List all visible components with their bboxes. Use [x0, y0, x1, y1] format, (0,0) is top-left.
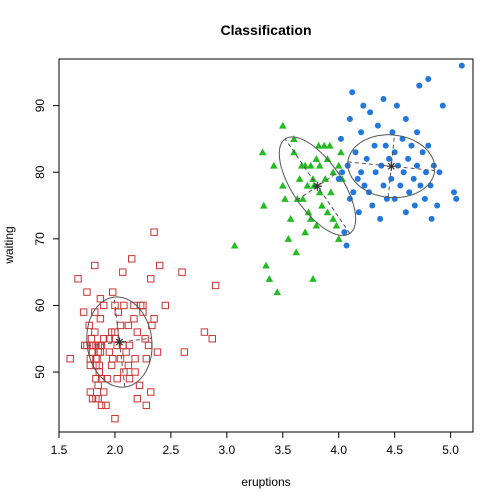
- data-point-circle: [427, 183, 433, 189]
- data-point-circle: [403, 116, 409, 122]
- x-tick-label: 4.0: [330, 443, 347, 457]
- data-point-circle: [414, 163, 420, 169]
- x-tick-label: 3.5: [274, 443, 291, 457]
- data-point-circle: [380, 183, 386, 189]
- data-point-circle: [350, 189, 356, 195]
- data-point-circle: [425, 143, 431, 149]
- y-tick-label: 90: [33, 99, 47, 113]
- data-point-circle: [417, 183, 423, 189]
- data-point-circle: [372, 143, 378, 149]
- data-point-circle: [369, 203, 375, 209]
- data-point-circle: [434, 203, 440, 209]
- data-point-circle: [356, 209, 362, 215]
- data-point-circle: [344, 243, 350, 249]
- data-point-circle: [380, 96, 386, 102]
- data-point-circle: [403, 209, 409, 215]
- data-point-circle: [436, 169, 442, 175]
- data-point-circle: [401, 169, 407, 175]
- data-point-circle: [367, 109, 373, 115]
- data-point-circle: [459, 63, 465, 69]
- data-point-circle: [347, 116, 353, 122]
- data-point-circle: [375, 123, 381, 129]
- data-point-circle: [416, 83, 422, 89]
- data-point-circle: [383, 143, 389, 149]
- x-tick-label: 2.0: [107, 443, 124, 457]
- x-tick-label: 5.0: [442, 443, 459, 457]
- y-tick-label: 50: [33, 365, 47, 379]
- data-point-circle: [386, 156, 392, 162]
- data-point-circle: [395, 163, 401, 169]
- data-point-circle: [425, 76, 431, 82]
- data-point-circle: [392, 196, 398, 202]
- data-point-circle: [339, 169, 345, 175]
- data-point-circle: [358, 129, 364, 135]
- data-point-circle: [360, 103, 366, 109]
- data-point-circle: [411, 176, 417, 182]
- data-point-circle: [353, 149, 359, 155]
- chart-title: Classification: [220, 22, 311, 38]
- data-point-circle: [394, 103, 400, 109]
- data-point-circle: [422, 196, 428, 202]
- x-tick-label: 1.5: [51, 443, 68, 457]
- data-point-circle: [355, 176, 361, 182]
- data-point-circle: [429, 216, 435, 222]
- data-point-circle: [412, 203, 418, 209]
- y-tick-label: 80: [33, 165, 47, 179]
- data-point-circle: [408, 143, 414, 149]
- data-point-circle: [349, 89, 355, 95]
- y-axis-label: waiting: [2, 226, 16, 264]
- data-point-circle: [388, 176, 394, 182]
- data-point-circle: [364, 156, 370, 162]
- x-tick-label: 3.0: [218, 443, 235, 457]
- data-point-circle: [405, 156, 411, 162]
- data-point-circle: [397, 183, 403, 189]
- data-point-circle: [406, 189, 412, 195]
- y-tick-label: 70: [33, 232, 47, 246]
- data-point-circle: [338, 136, 344, 142]
- y-tick-label: 60: [33, 298, 47, 312]
- x-tick-label: 2.5: [163, 443, 180, 457]
- data-point-circle: [420, 149, 426, 155]
- data-point-circle: [377, 216, 383, 222]
- data-point-circle: [358, 169, 364, 175]
- data-point-circle: [373, 169, 379, 175]
- data-point-circle: [453, 196, 459, 202]
- data-point-circle: [451, 189, 457, 195]
- x-axis-label: eruptions: [241, 475, 290, 489]
- x-tick-label: 4.5: [386, 443, 403, 457]
- data-point-circle: [440, 103, 446, 109]
- data-point-circle: [341, 229, 347, 235]
- data-point-circle: [414, 129, 420, 135]
